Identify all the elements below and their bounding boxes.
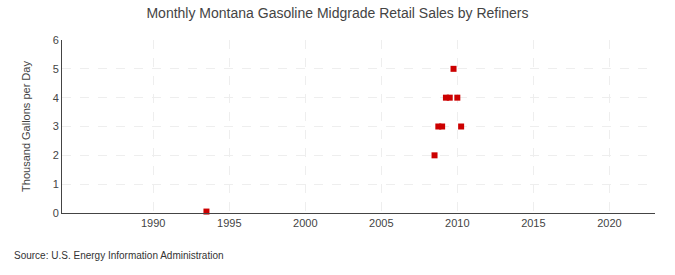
svg-text:2005: 2005 <box>369 217 393 229</box>
svg-text:0: 0 <box>53 207 59 219</box>
svg-text:4: 4 <box>53 92 59 104</box>
svg-text:5: 5 <box>53 63 59 75</box>
svg-text:Monthly Montana Gasoline Midgr: Monthly Montana Gasoline Midgrade Retail… <box>146 5 528 21</box>
svg-text:2010: 2010 <box>445 217 469 229</box>
svg-text:2015: 2015 <box>521 217 545 229</box>
svg-text:3: 3 <box>53 120 59 132</box>
svg-text:1: 1 <box>53 178 59 190</box>
svg-text:1990: 1990 <box>141 217 165 229</box>
svg-text:Source: U.S. Energy Informatio: Source: U.S. Energy Information Administ… <box>14 250 224 261</box>
svg-text:2020: 2020 <box>597 217 621 229</box>
svg-text:2: 2 <box>53 149 59 161</box>
svg-text:Thousand Gallons per Day: Thousand Gallons per Day <box>20 61 32 192</box>
svg-text:1995: 1995 <box>217 217 241 229</box>
svg-text:2000: 2000 <box>293 217 317 229</box>
svg-text:6: 6 <box>53 34 59 46</box>
